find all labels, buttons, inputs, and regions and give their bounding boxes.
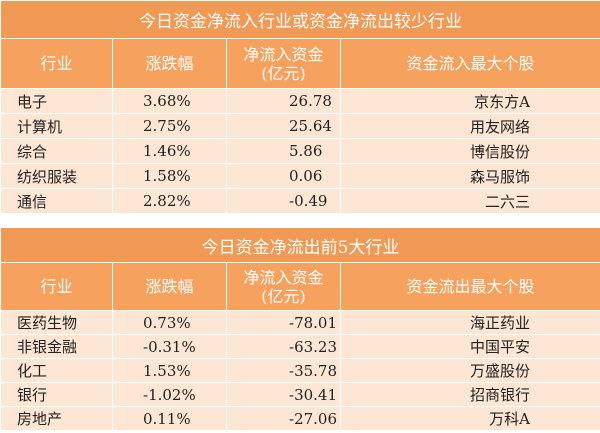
industry-cell: 综合 [0,138,113,164]
table-row: 医药生物 0.73% -78.01 海正药业 [0,310,600,335]
header-net-inflow: 净流入资金 (亿元) [226,38,341,89]
industry-cell: 纺织服装 [0,163,113,189]
change-cell: 1.46% [112,138,227,164]
table-row: 综合 1.46% 5.86 博信股份 [0,138,600,164]
header-industry: 行业 [0,38,113,89]
header-net-inflow-text: 净流入资金 (亿元) [243,44,324,83]
table-row: 通信 2.82% -0.49 二六三 [0,188,600,214]
change-cell: 2.82% [112,188,227,214]
net-inflow-cell: 25.64 [226,113,341,139]
industry-cell: 医药生物 [0,310,113,335]
stock-cell: 用友网络 [340,113,600,139]
stock-cell: 万科A [339,406,600,431]
header-change: 涨跌幅 [112,262,227,311]
net-inflow-cell: 5.86 [226,138,341,164]
table-row: 电子 3.68% 26.78 京东方A [0,88,600,114]
inflow-table: 今日资金净流入行业或资金净流出较少行业 行业 涨跌幅 净流入资金 (亿元) 资金… [0,0,600,214]
header-top-stock: 资金流入最大个股 [340,38,600,89]
table-row: 房地产 0.11% -27.06 万科A [0,406,600,431]
inflow-table-title: 今日资金净流入行业或资金净流出较少行业 [0,0,600,39]
stock-cell: 博信股份 [340,138,600,164]
industry-cell: 房地产 [0,406,113,431]
table-row: 银行 -1.02% -30.41 招商银行 [0,382,600,407]
change-cell: 3.68% [112,88,227,114]
stock-cell: 中国平安 [339,334,600,359]
net-inflow-cell: -30.41 [226,382,341,407]
net-inflow-cell: -0.49 [226,188,341,214]
net-inflow-cell: -78.01 [226,310,341,335]
industry-cell: 非银金融 [0,334,113,359]
header-net-inflow-text: 净流入资金 (亿元) [243,267,324,306]
stock-cell: 二六三 [340,188,600,214]
inflow-table-header: 行业 涨跌幅 净流入资金 (亿元) 资金流入最大个股 [0,38,600,89]
change-cell: -0.31% [112,334,227,359]
stock-cell: 森马服饰 [340,163,600,189]
header-industry: 行业 [0,262,113,311]
header-net-inflow: 净流入资金 (亿元) [226,262,341,311]
stock-cell: 海正药业 [339,310,600,335]
change-cell: 1.58% [112,163,227,189]
stock-cell: 京东方A [340,88,600,114]
industry-cell: 通信 [0,188,113,214]
outflow-table: 今日资金净流出前5大行业 行业 涨跌幅 净流入资金 (亿元) 资金流出最大个股 … [0,227,600,431]
net-inflow-cell: 0.06 [226,163,341,189]
change-cell: 0.73% [112,310,227,335]
net-inflow-cell: -63.23 [226,334,341,359]
stock-cell: 招商银行 [339,382,600,407]
table-row: 非银金融 -0.31% -63.23 中国平安 [0,334,600,359]
table-separator [0,213,600,227]
change-cell: 1.53% [112,358,227,383]
net-inflow-cell: -35.78 [226,358,341,383]
industry-cell: 计算机 [0,113,113,139]
change-cell: -1.02% [112,382,227,407]
net-inflow-cell: 26.78 [226,88,341,114]
change-cell: 2.75% [112,113,227,139]
industry-cell: 电子 [0,88,113,114]
table-row: 纺织服装 1.58% 0.06 森马服饰 [0,163,600,189]
industry-cell: 化工 [0,358,113,383]
industry-cell: 银行 [0,382,113,407]
net-inflow-cell: -27.06 [226,406,341,431]
table-row: 化工 1.53% -35.78 万盛股份 [0,358,600,383]
change-cell: 0.11% [112,406,227,431]
stock-cell: 万盛股份 [339,358,600,383]
outflow-table-header: 行业 涨跌幅 净流入资金 (亿元) 资金流出最大个股 [0,262,600,311]
table-row: 计算机 2.75% 25.64 用友网络 [0,113,600,139]
header-change: 涨跌幅 [112,38,227,89]
header-top-stock: 资金流出最大个股 [339,262,600,311]
outflow-table-title: 今日资金净流出前5大行业 [0,227,600,263]
